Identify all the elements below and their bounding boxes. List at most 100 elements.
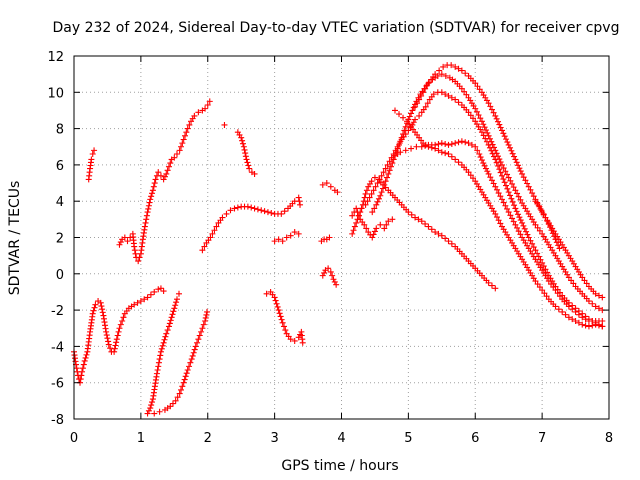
data-point [378,189,385,196]
data-point [366,194,373,201]
data-point [572,317,579,324]
data-point [141,223,148,230]
data-point [493,186,500,193]
data-point [384,161,391,168]
data-point [442,141,449,148]
data-point [334,189,341,196]
data-point [535,253,542,260]
data-point [534,250,541,257]
series-arc-13 [319,180,341,196]
data-point [149,190,156,197]
data-point [507,212,514,219]
data-point [532,247,539,254]
data-point [381,225,388,232]
data-point [376,176,383,183]
series-arc-10 [271,229,302,245]
data-point [445,141,452,148]
data-point [455,99,462,106]
data-point [283,234,290,241]
data-point [149,187,156,194]
data-point [509,150,516,157]
data-point [432,71,439,78]
data-point [162,333,169,340]
data-point [497,169,504,176]
data-point [158,345,165,352]
data-point [244,159,251,166]
data-point [374,180,381,187]
data-point [227,207,234,214]
data-point [321,269,328,276]
data-point [372,183,379,190]
data-point [467,172,474,179]
data-point [400,114,407,121]
data-point [501,179,508,186]
data-point [480,132,487,139]
data-point [89,151,96,158]
y-axis-label: SDTVAR / TECUs [7,181,23,296]
data-point [242,150,249,157]
data-point [163,170,170,177]
data-point [333,281,340,288]
data-point [349,212,356,219]
data-point [295,194,302,201]
data-point [239,140,246,147]
data-point [536,284,543,291]
data-point [178,143,184,150]
data-point [422,220,429,227]
data-point [462,70,469,77]
data-point [402,123,409,130]
data-point [581,277,588,284]
data-point [221,121,228,128]
data-point [599,317,606,324]
data-point [585,298,592,305]
data-point [562,311,569,318]
data-point [537,256,544,263]
data-point [510,218,517,225]
data-point [496,166,503,173]
data-point [402,147,409,154]
data-point [275,236,282,243]
x-tick-label: 2 [204,431,212,446]
data-point [167,317,174,324]
data-point [485,132,492,139]
data-point [438,140,445,147]
data-point [168,314,175,321]
data-point [470,115,477,122]
data-point [493,159,500,166]
data-point [517,231,524,238]
data-point [170,308,177,315]
data-point [77,376,84,383]
data-point [438,89,445,96]
series-arc-12 [319,265,340,288]
plot-area [71,62,606,417]
data-point [510,184,517,191]
data-point [478,118,485,125]
data-point [503,182,510,189]
data-point [415,216,422,223]
data-point [355,212,362,219]
data-point [330,276,337,283]
data-point [287,336,294,343]
data-point [545,278,552,285]
data-point [474,147,481,154]
data-point [475,111,482,118]
data-point [532,278,539,285]
data-point [97,299,104,306]
data-point [155,363,162,370]
data-point [358,205,365,212]
data-point [515,193,522,200]
data-point [442,72,449,79]
data-point [520,222,527,229]
y-tick-label: 10 [47,86,64,101]
data-point [476,151,483,158]
data-point [104,335,111,342]
data-point [527,237,534,244]
data-point [167,403,174,410]
data-point [504,185,511,192]
data-point [174,394,181,401]
data-point [497,193,504,200]
data-point [279,319,286,326]
data-point [497,158,504,165]
data-point [83,351,90,358]
data-point [488,138,495,145]
